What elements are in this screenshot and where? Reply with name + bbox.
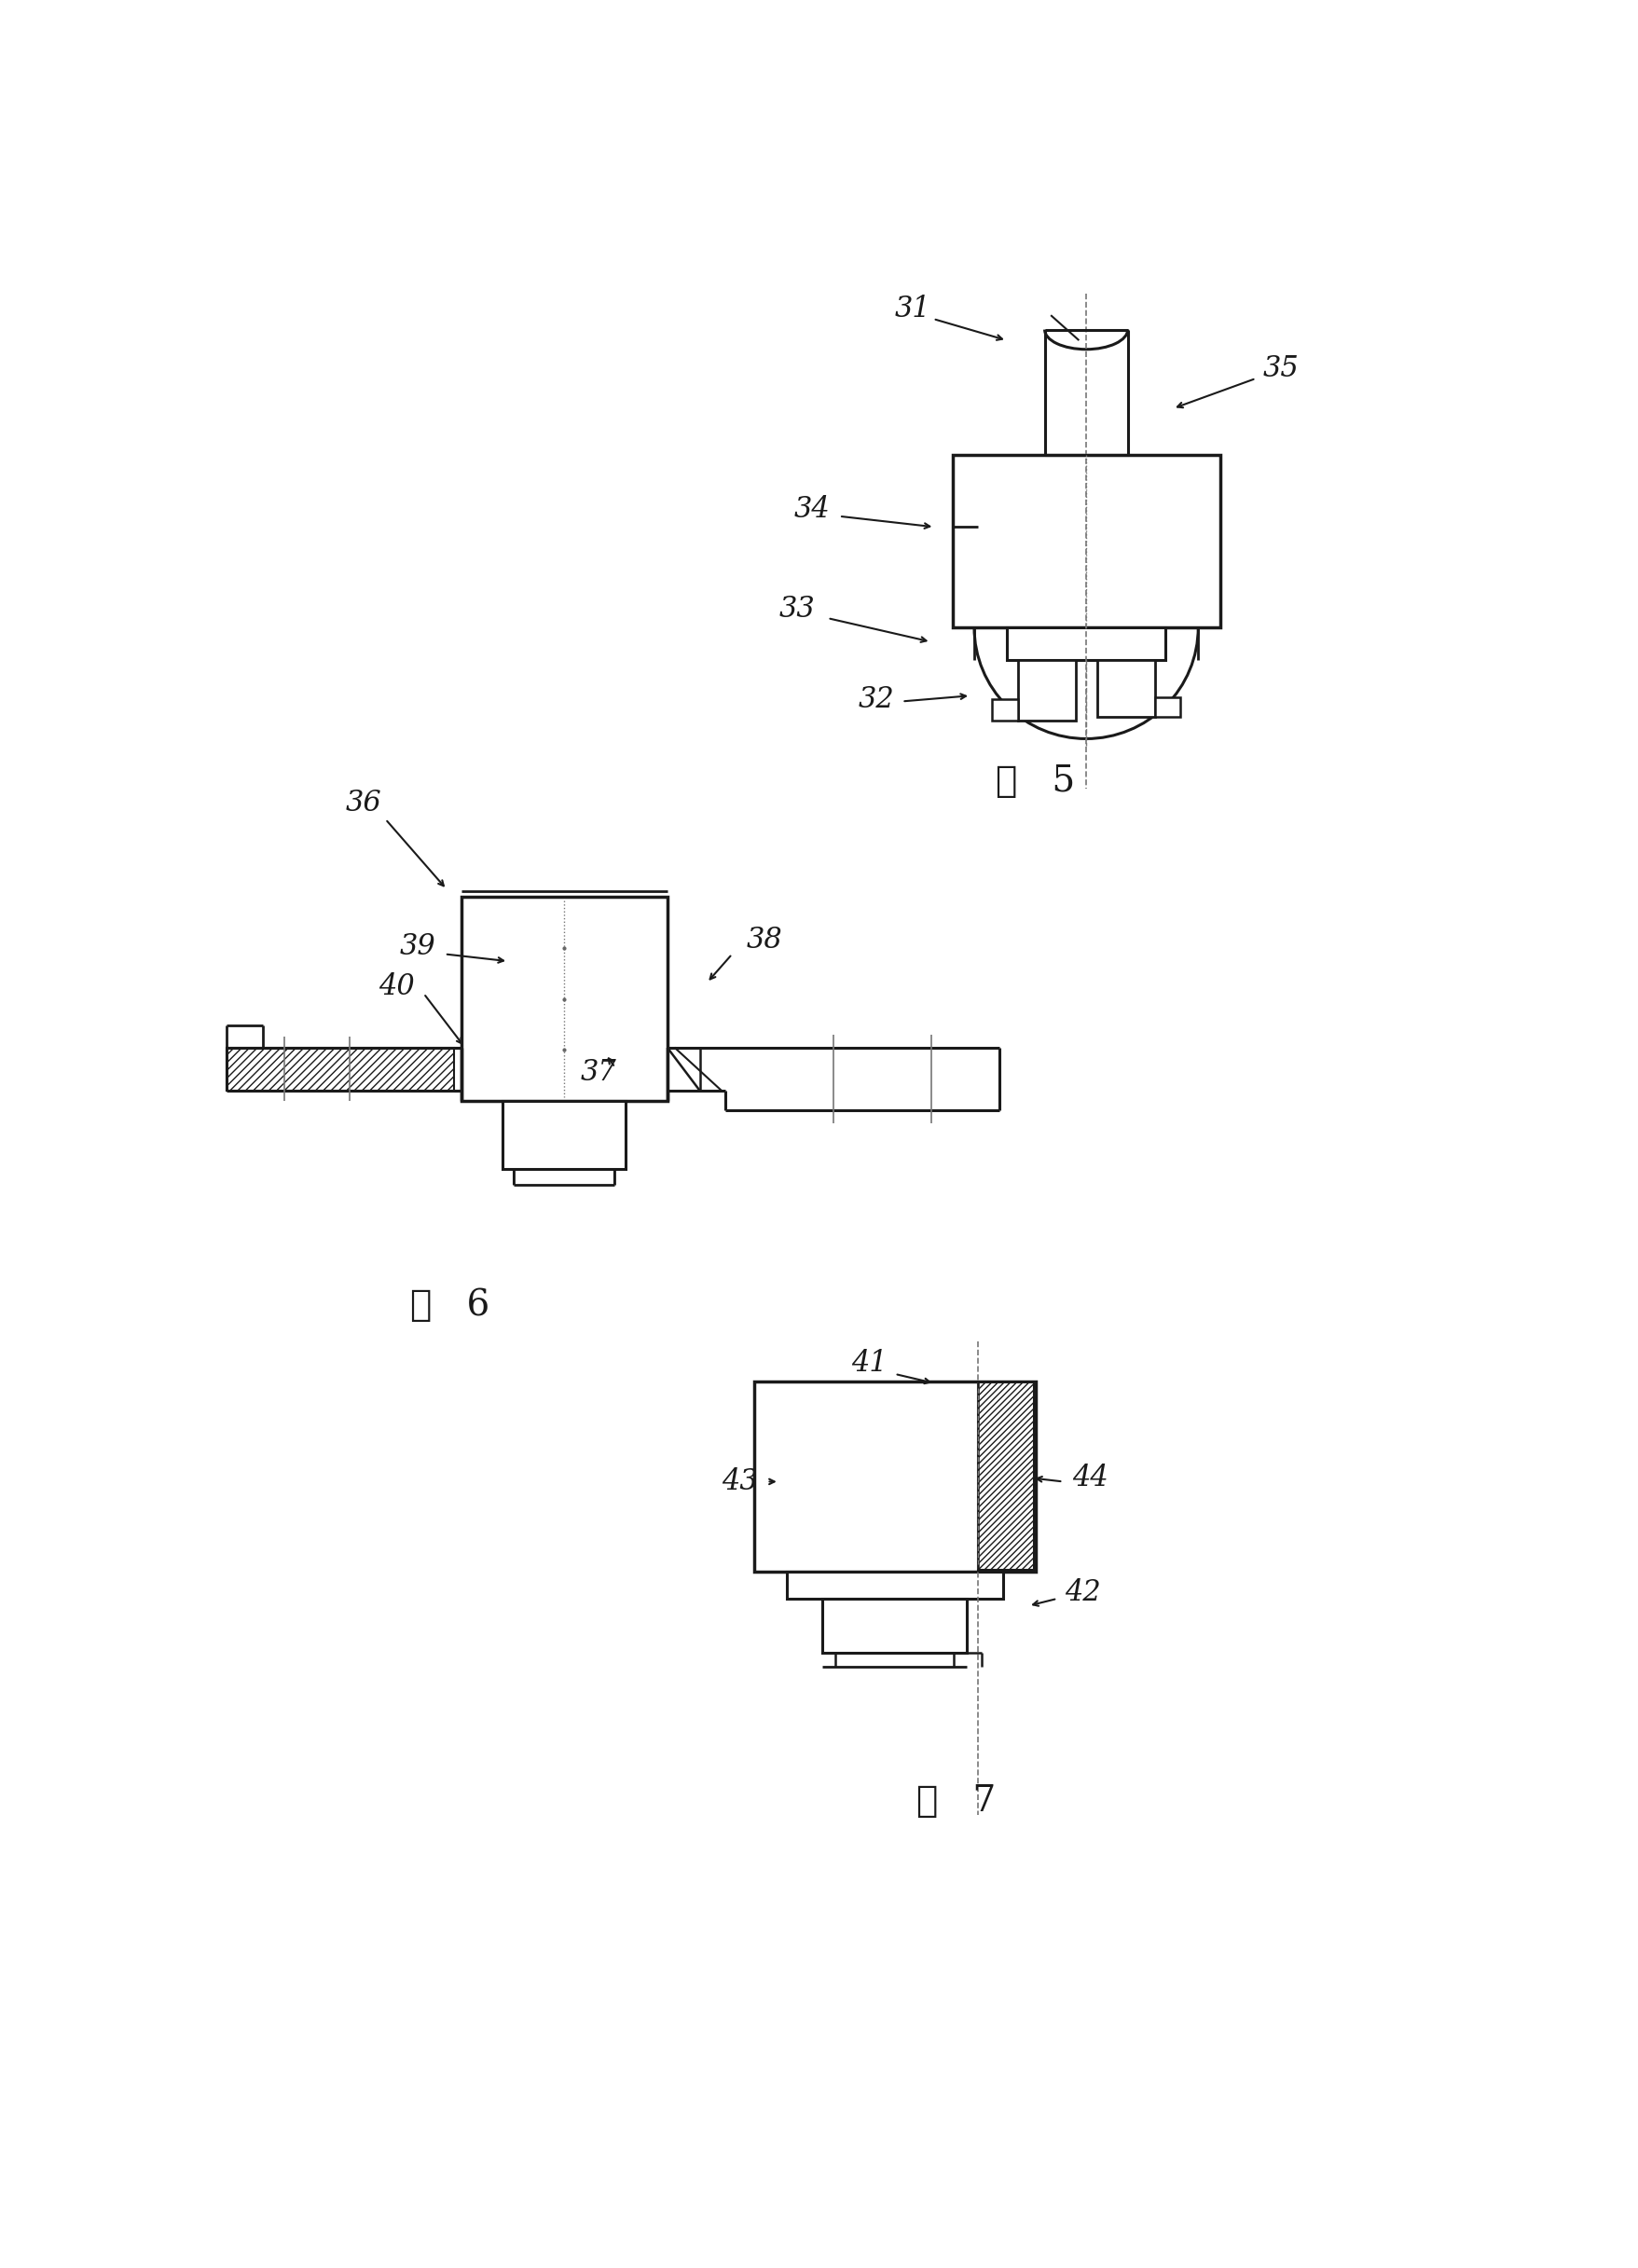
Text: 34: 34 bbox=[793, 494, 830, 524]
Text: 36: 36 bbox=[346, 789, 382, 819]
Bar bbox=[226, 1048, 454, 1091]
Bar bbox=[993, 699, 1017, 721]
Text: 31: 31 bbox=[894, 295, 930, 324]
Bar bbox=[786, 1572, 1002, 1599]
Text: 39: 39 bbox=[400, 932, 436, 962]
Bar bbox=[753, 1381, 1035, 1572]
Text: 33: 33 bbox=[780, 594, 816, 624]
Text: 图   5: 图 5 bbox=[996, 764, 1076, 798]
Bar bbox=[462, 896, 667, 1102]
Bar bbox=[822, 1599, 966, 1653]
Text: 32: 32 bbox=[858, 685, 894, 714]
Text: 41: 41 bbox=[852, 1349, 888, 1377]
Text: 图   6: 图 6 bbox=[411, 1288, 490, 1322]
Bar bbox=[1007, 628, 1166, 660]
Bar bbox=[667, 1048, 699, 1091]
Bar bbox=[1155, 696, 1179, 717]
Text: 40: 40 bbox=[378, 973, 414, 1000]
Text: 38: 38 bbox=[747, 925, 783, 955]
Bar bbox=[1017, 660, 1076, 721]
Bar bbox=[953, 456, 1220, 628]
Text: 35: 35 bbox=[1263, 354, 1299, 383]
Bar bbox=[503, 1102, 626, 1170]
Bar bbox=[978, 1383, 1034, 1569]
Text: 图   7: 图 7 bbox=[916, 1785, 996, 1819]
Text: 43: 43 bbox=[721, 1467, 757, 1497]
Text: 37: 37 bbox=[580, 1059, 616, 1086]
Bar bbox=[1097, 660, 1155, 717]
Text: 42: 42 bbox=[1065, 1579, 1101, 1608]
Text: 44: 44 bbox=[1071, 1463, 1107, 1492]
